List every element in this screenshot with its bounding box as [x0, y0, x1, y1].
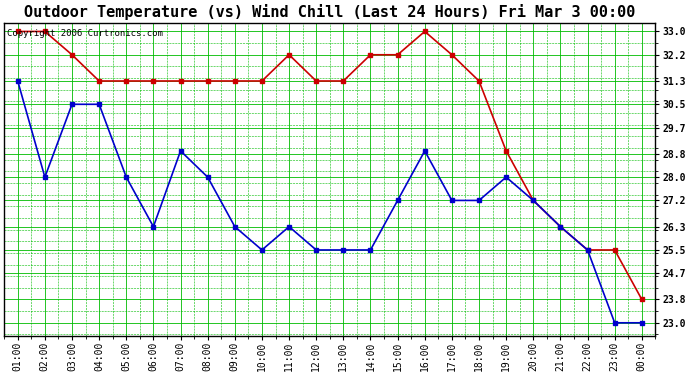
Title: Outdoor Temperature (vs) Wind Chill (Last 24 Hours) Fri Mar 3 00:00: Outdoor Temperature (vs) Wind Chill (Las…: [24, 4, 635, 20]
Text: Copyright 2006 Curtronics.com: Copyright 2006 Curtronics.com: [8, 29, 164, 38]
